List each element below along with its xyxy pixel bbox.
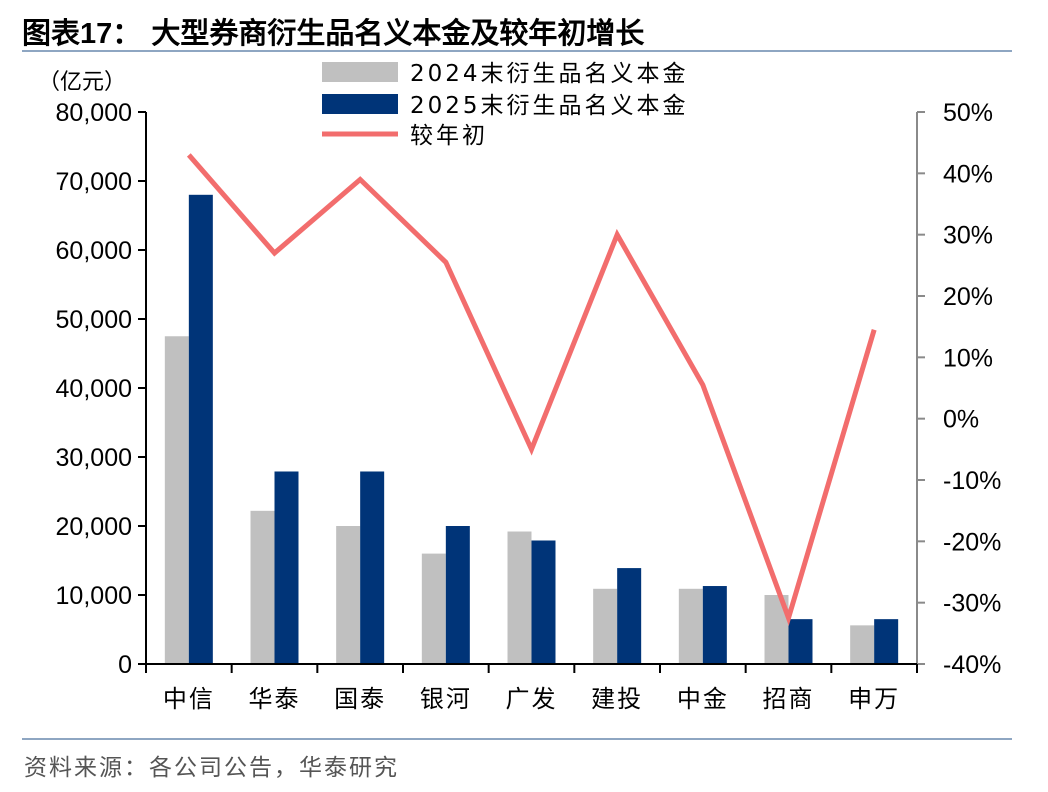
right-axis-tick-label: 20% [943,283,993,311]
bar-2025 [274,471,299,664]
source-note: 资料来源：各公司公告，华泰研究 [24,755,399,781]
bar-2025 [360,471,385,664]
left-axis-tick-label: 80,000 [56,99,132,127]
bar-2024 [250,510,275,664]
left-axis-tick-label: 10,000 [56,582,132,610]
legend-label-growth: 较年初 [410,123,488,149]
left-axis-tick-label: 40,000 [56,375,132,403]
left-axis-tick-label: 50,000 [56,306,132,334]
x-axis-category-label: 国泰 [334,685,386,713]
bar-2025 [445,526,470,664]
left-axis-tick-label: 70,000 [56,168,132,196]
bar-2025 [617,568,642,664]
source-rule [22,738,1012,740]
left-axis-tick-label: 30,000 [56,444,132,472]
bar-2025 [702,586,727,664]
right-axis-tick-label: 0% [943,406,979,434]
right-axis-tick-label: -10% [943,467,1001,495]
legend-label-2025: 2025末衍生品名义本金 [410,93,689,119]
chart-title: 图表17： 大型券商衍生品名义本金及较年初增长 [22,10,644,52]
right-axis-tick-label: 40% [943,160,993,188]
right-axis-tick-label: 30% [943,222,993,250]
legend-label-2024: 2024末衍生品名义本金 [410,61,689,87]
bar-2025 [188,194,213,665]
x-axis-category-label: 中信 [163,685,215,713]
x-axis-category-label: 银河 [420,685,472,713]
right-axis-tick-label: 50% [943,99,993,127]
bar-2024 [421,553,446,664]
left-axis-tick-label: 60,000 [56,237,132,265]
right-axis-tick-label: -30% [943,590,1001,618]
bar-2024 [336,526,361,664]
legend-swatch-2025 [322,94,398,114]
bar-2024 [507,531,532,664]
right-axis-tick-label: 10% [943,344,993,372]
x-axis-category-label: 申万 [848,685,900,713]
x-axis-category-label: 招商 [763,685,815,713]
bar-2024 [850,625,875,664]
x-axis-category-label: 中金 [677,685,729,713]
left-axis-tick-label: 0 [118,651,132,679]
x-axis-category-label: 华泰 [249,685,301,713]
title-rule [22,50,1012,52]
bar-2025 [531,540,556,664]
right-axis-tick-label: -40% [943,651,1001,679]
title-prefix: 图表 [22,16,81,50]
left-axis-tick-label: 20,000 [56,513,132,541]
right-axis-tick-label: -20% [943,528,1001,556]
growth-series-line [186,153,877,626]
legend-swatch-2024 [322,62,398,82]
title-number: 17： [80,18,142,50]
title-text: 大型券商衍生品名义本金及较年初增长 [151,16,645,50]
x-axis-category-label: 建投 [591,685,643,713]
bar-2024 [678,588,703,664]
bar-2024 [593,588,618,664]
bar-2025 [788,619,813,664]
bar-2025 [874,619,899,664]
bar-2024 [164,336,189,664]
left-axis-unit: （亿元） [38,70,127,95]
x-axis-category-label: 广发 [506,685,558,713]
